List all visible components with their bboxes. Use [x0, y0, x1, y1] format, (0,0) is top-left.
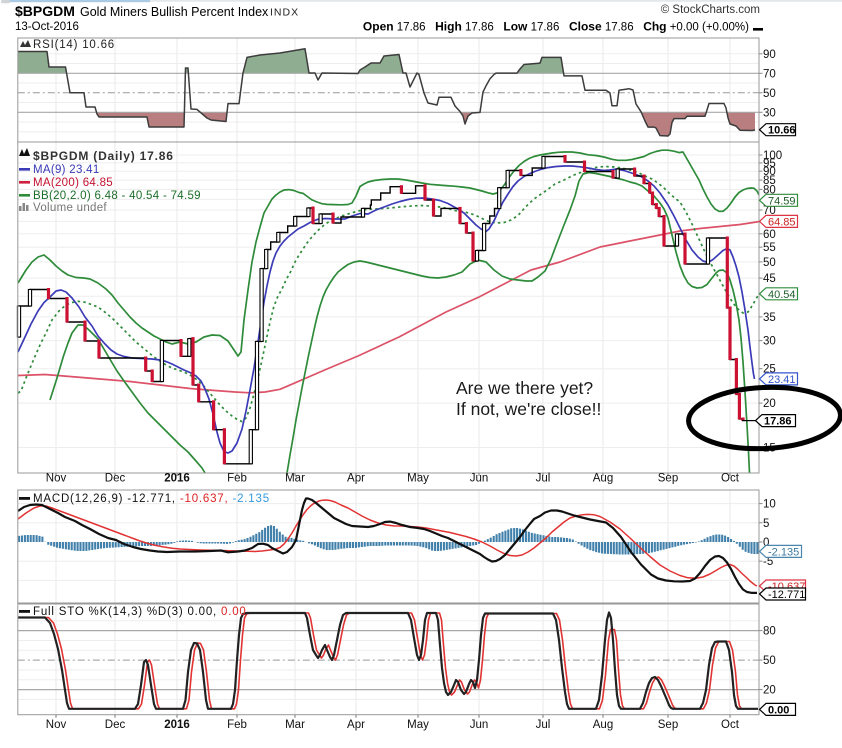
svg-text:-12.771: -12.771 — [768, 589, 805, 601]
svg-text:40.54: 40.54 — [768, 289, 796, 301]
svg-text:95: 95 — [763, 158, 776, 170]
svg-text:May: May — [407, 473, 429, 485]
svg-text:Aug: Aug — [593, 473, 613, 485]
svg-text:Open 17.86 High 17.86 Low: Open 17.86 High 17.86 Low 17.86 Close 17… — [363, 20, 749, 34]
svg-text:0: 0 — [763, 537, 769, 549]
svg-text:-2.135: -2.135 — [768, 546, 799, 558]
svg-text:Apr: Apr — [347, 473, 365, 485]
svg-text:50: 50 — [763, 88, 776, 100]
svg-text:Jul: Jul — [536, 719, 551, 731]
svg-text:Jul: Jul — [536, 473, 551, 485]
svg-text:BB(20,2.0) 6.48 - 40.54 - 74.5: BB(20,2.0) 6.48 - 40.54 - 74.59 — [33, 190, 201, 202]
svg-text:Nov: Nov — [46, 473, 67, 485]
svg-text:64.85: 64.85 — [768, 216, 796, 228]
svg-text:Mar: Mar — [285, 473, 305, 485]
svg-text:80: 80 — [763, 626, 776, 638]
svg-text:30: 30 — [763, 107, 776, 119]
svg-text:13-Oct-2016: 13-Oct-2016 — [15, 21, 79, 33]
svg-text:60: 60 — [763, 229, 776, 241]
svg-text:Sep: Sep — [658, 473, 678, 485]
svg-text:10.66: 10.66 — [768, 125, 796, 137]
svg-text:20: 20 — [763, 685, 776, 697]
svg-text:Dec: Dec — [105, 473, 126, 485]
svg-text:Jun: Jun — [470, 473, 489, 485]
svg-text:Full STO %K(14,3) %D(3) 0.00,: Full STO %K(14,3) %D(3) 0.00, 0.00 — [33, 606, 247, 618]
svg-text:-5: -5 — [763, 556, 773, 568]
svg-text:90: 90 — [763, 49, 776, 61]
svg-text:$BPGDM: $BPGDM — [15, 3, 75, 19]
svg-text:Oct: Oct — [721, 719, 740, 731]
svg-text:© StockCharts.com: © StockCharts.com — [661, 4, 760, 16]
svg-text:70: 70 — [763, 205, 776, 217]
svg-text:Sep: Sep — [658, 719, 678, 731]
svg-text:35: 35 — [763, 312, 776, 324]
svg-text:MACD(12,26,9) -12.771, -10.637: MACD(12,26,9) -12.771, -10.637, -2.135 — [33, 493, 270, 505]
svg-text:Gold Miners Bullish Percent In: Gold Miners Bullish Percent Index — [80, 5, 269, 19]
svg-text:Jun: Jun — [470, 719, 489, 731]
svg-text:INDX: INDX — [270, 7, 299, 19]
svg-text:Oct: Oct — [721, 473, 740, 485]
svg-text:0.00: 0.00 — [768, 704, 789, 716]
svg-text:Feb: Feb — [227, 473, 247, 485]
svg-text:MA(200) 64.85: MA(200) 64.85 — [33, 177, 113, 189]
svg-text:10: 10 — [763, 499, 776, 511]
svg-text:Are we there yet?: Are we there yet? — [456, 378, 593, 398]
svg-text:50: 50 — [763, 257, 776, 269]
svg-text:RSI(14) 10.66: RSI(14) 10.66 — [33, 39, 115, 51]
svg-text:30: 30 — [763, 336, 776, 348]
svg-text:$BPGDM (Daily) 17.86: $BPGDM (Daily) 17.86 — [33, 149, 174, 163]
svg-text:2016: 2016 — [164, 719, 190, 731]
svg-text:2016: 2016 — [164, 473, 190, 485]
svg-text:45: 45 — [763, 273, 776, 285]
svg-text:MA(9) 23.41: MA(9) 23.41 — [33, 164, 100, 176]
svg-text:90: 90 — [763, 166, 776, 178]
svg-text:Mar: Mar — [285, 719, 305, 731]
svg-text:Aug: Aug — [593, 719, 613, 731]
svg-text:Nov: Nov — [46, 719, 67, 731]
svg-text:74.59: 74.59 — [768, 195, 796, 207]
svg-text:Dec: Dec — [105, 719, 126, 731]
svg-text:May: May — [407, 719, 429, 731]
svg-text:If not, we're close!!: If not, we're close!! — [456, 399, 601, 419]
svg-text:Apr: Apr — [347, 719, 365, 731]
svg-text:80: 80 — [763, 184, 776, 196]
svg-text:17.86: 17.86 — [764, 416, 792, 428]
svg-text:20: 20 — [763, 398, 776, 410]
svg-text:5: 5 — [763, 518, 769, 530]
svg-text:Volume undef: Volume undef — [33, 202, 107, 214]
svg-text:85: 85 — [763, 175, 776, 187]
svg-text:23.41: 23.41 — [768, 374, 796, 386]
svg-text:Feb: Feb — [227, 719, 247, 731]
svg-text:55: 55 — [763, 242, 776, 254]
svg-text:70: 70 — [763, 68, 776, 80]
svg-text:100: 100 — [763, 150, 782, 162]
svg-text:50: 50 — [763, 655, 776, 667]
